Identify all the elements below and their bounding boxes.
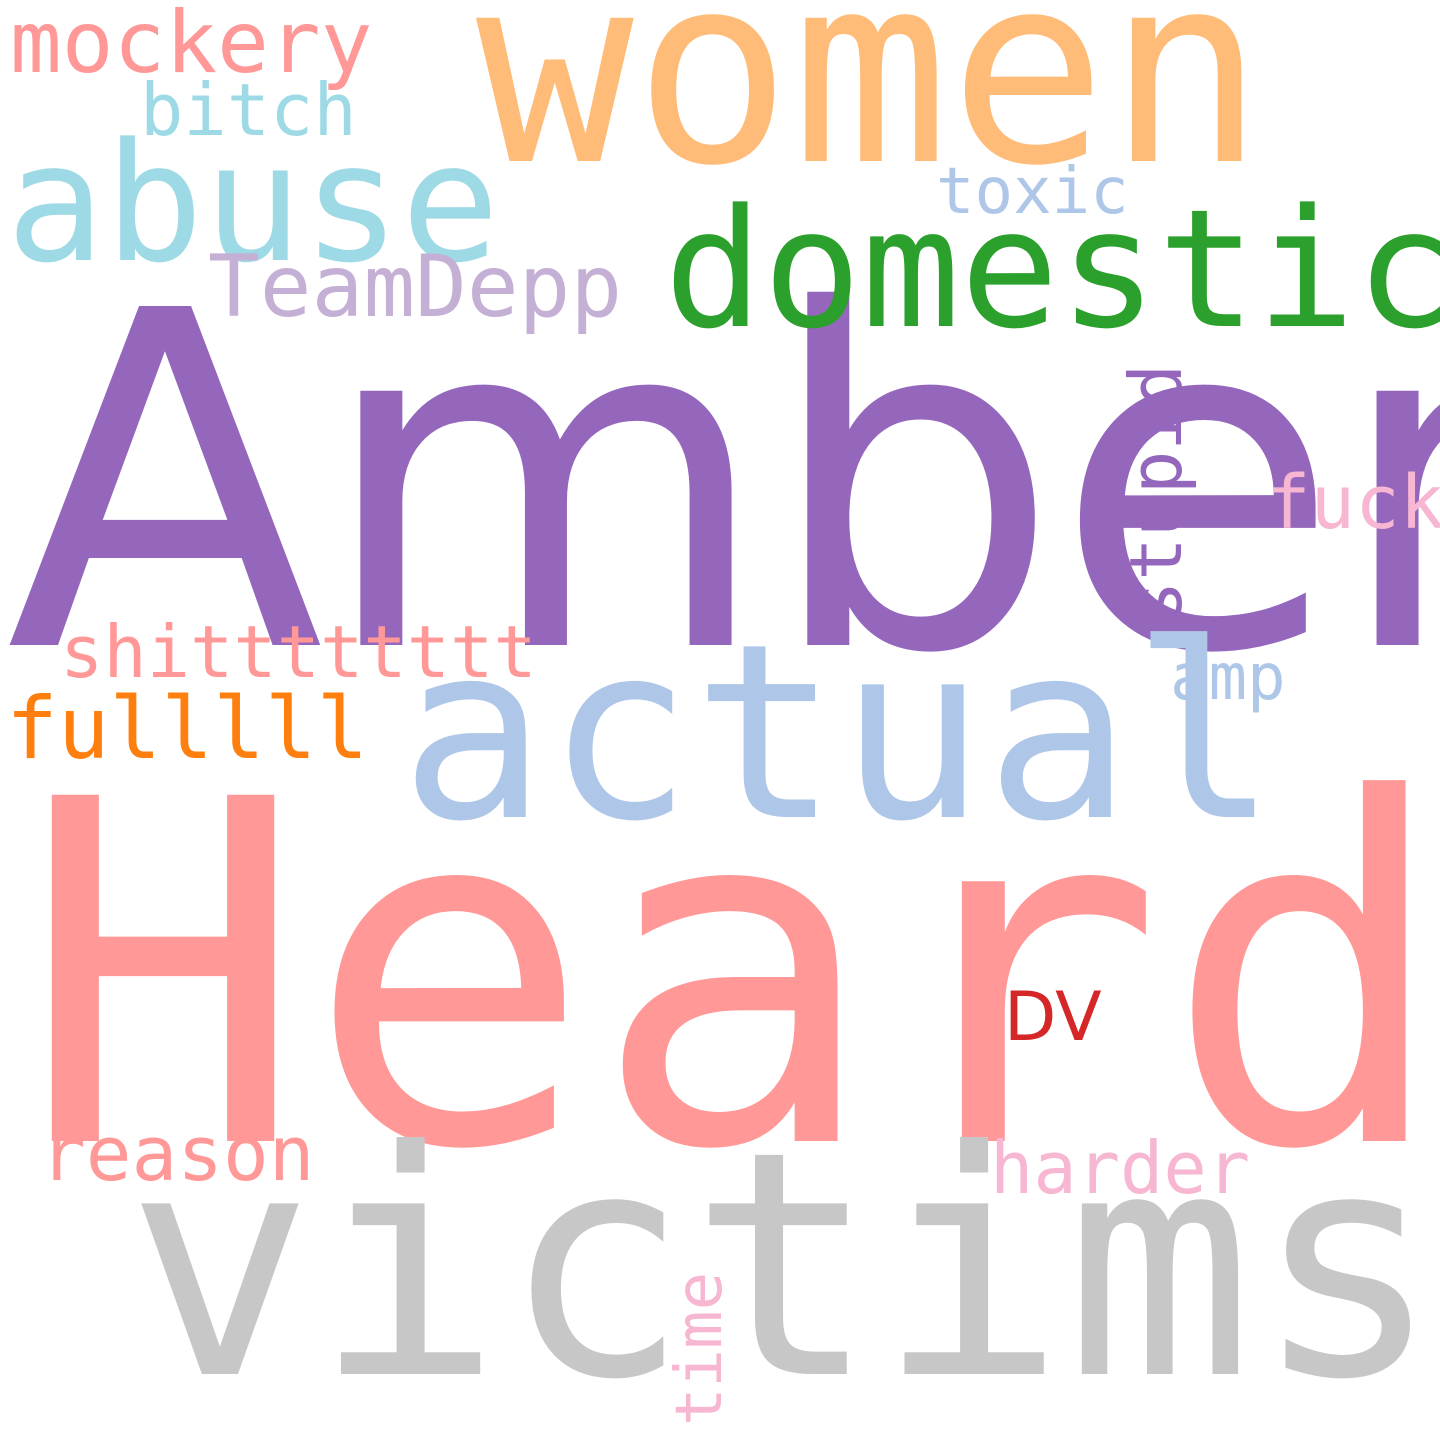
word-stupid: stupid [1114, 363, 1198, 624]
word-teamdepp: TeamDepp [208, 237, 623, 337]
word-fuck: fuck [1266, 460, 1440, 546]
word-victims: victims [126, 1084, 1440, 1440]
word-domestic: domestic [664, 174, 1440, 365]
word-reason: reason [40, 1109, 315, 1198]
word-amp: amp [1170, 641, 1286, 715]
word-shitttttttt: shitttttttt [60, 610, 537, 694]
word-heard: Heard [20, 701, 1440, 1254]
word-abuse: abuse [6, 108, 500, 299]
word-fulllll: fulllll [6, 679, 369, 779]
word-amber: Amber [6, 213, 1440, 755]
word-bitch: bitch [140, 68, 357, 152]
word-dv: DV [1004, 978, 1102, 1057]
word-actual: actual [400, 592, 1278, 875]
word-harder: harder [990, 1126, 1251, 1210]
word-women: women [476, 0, 1265, 223]
word-mockery: mockery [10, 0, 373, 93]
word-toxic: toxic [936, 155, 1129, 229]
word-time: time [663, 1271, 737, 1426]
